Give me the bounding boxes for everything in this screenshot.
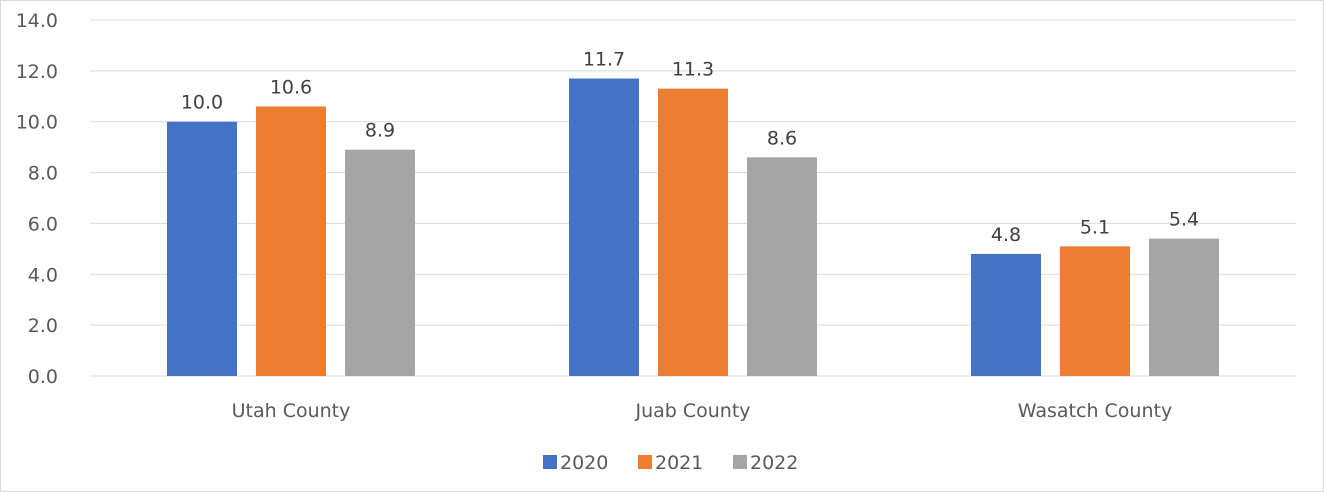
bar-2020-wasatch-county bbox=[971, 253, 1041, 376]
legend-label: 2020 bbox=[560, 452, 608, 474]
data-label: 10.6 bbox=[270, 76, 312, 98]
y-tick-label: 14.0 bbox=[16, 10, 58, 32]
legend-swatch-2021 bbox=[638, 455, 652, 469]
bar-2022-juab-county bbox=[747, 157, 817, 376]
bar-2021-utah-county bbox=[256, 106, 326, 376]
data-label: 11.7 bbox=[583, 48, 625, 70]
legend-swatch-2022 bbox=[733, 455, 747, 469]
x-category-label: Juab County bbox=[634, 400, 750, 422]
y-tick-label: 0.0 bbox=[28, 366, 58, 388]
y-tick-label: 4.0 bbox=[28, 264, 58, 286]
bar-2022-wasatch-county bbox=[1149, 238, 1219, 376]
y-axis-tick-labels: 0.0 2.0 4.0 6.0 8.0 10.0 12.0 14.0 bbox=[16, 10, 58, 388]
data-labels: 10.0 10.6 8.9 11.7 11.3 8.6 4.8 5.1 5.4 bbox=[181, 48, 1199, 245]
y-tick-label: 2.0 bbox=[28, 315, 58, 337]
y-tick-label: 8.0 bbox=[28, 163, 58, 185]
data-label: 5.4 bbox=[1169, 209, 1199, 231]
data-label: 8.6 bbox=[767, 127, 797, 149]
y-tick-label: 12.0 bbox=[16, 61, 58, 83]
x-category-label: Wasatch County bbox=[1018, 400, 1172, 422]
data-label: 8.9 bbox=[365, 120, 395, 142]
data-label: 5.1 bbox=[1080, 216, 1110, 238]
legend: 2020 2021 2022 bbox=[543, 452, 798, 474]
bar-2021-wasatch-county bbox=[1060, 246, 1130, 376]
bar-2021-juab-county bbox=[658, 88, 728, 377]
y-tick-label: 10.0 bbox=[16, 112, 58, 134]
data-label: 11.3 bbox=[672, 59, 714, 81]
bar-2022-utah-county bbox=[345, 149, 415, 376]
data-label: 4.8 bbox=[991, 224, 1021, 246]
legend-swatch-2020 bbox=[543, 455, 557, 469]
x-axis-category-labels: Utah County Juab County Wasatch County bbox=[232, 400, 1173, 422]
x-category-label: Utah County bbox=[232, 400, 351, 422]
legend-label: 2022 bbox=[750, 452, 798, 474]
legend-label: 2021 bbox=[655, 452, 703, 474]
y-tick-label: 6.0 bbox=[28, 213, 58, 235]
bar-2020-juab-county bbox=[569, 78, 639, 376]
bar-2020-utah-county bbox=[167, 121, 237, 376]
data-label: 10.0 bbox=[181, 92, 223, 114]
bars bbox=[167, 78, 1219, 377]
